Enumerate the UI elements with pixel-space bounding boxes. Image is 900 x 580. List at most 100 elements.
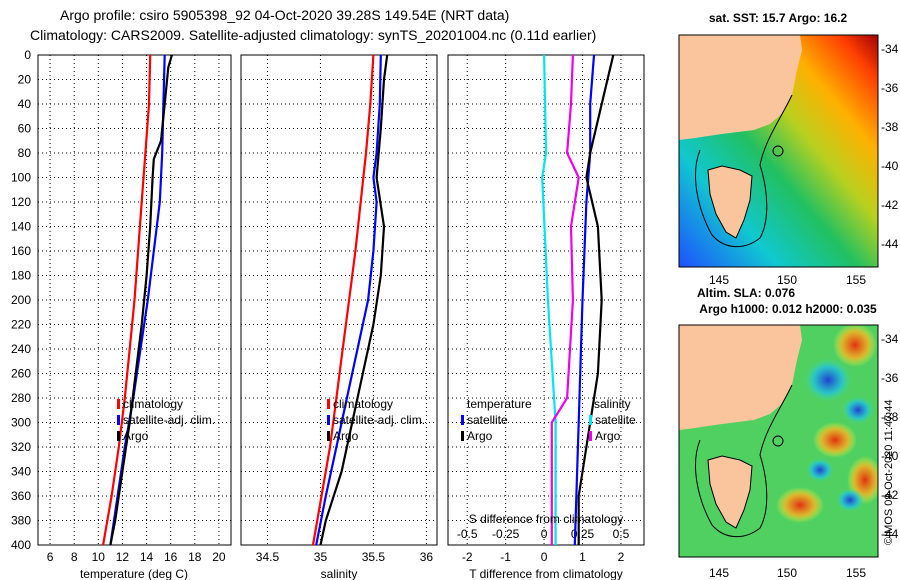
tasmania-landmass [707,455,753,529]
temperature-xlabel: temperature (deg C) [80,567,188,580]
legend-swatch-argo [117,431,120,441]
x-tick-label: 14 [140,550,154,564]
mainland-landmass [679,35,802,140]
x-tick-label: 16 [164,550,178,564]
y-tick-label: 380 [11,514,31,528]
s-diff-tick-label: 0.5 [613,527,630,541]
x-tick-label: -2 [462,550,473,564]
lat-tick: -36 [881,81,899,95]
imos-credit: ©IMOS 09-Oct-2020 11:47:44 [883,400,895,545]
x-tick-label: 36 [420,550,434,564]
sla-low-eddy [806,458,834,482]
s-diff-tick-label: -0.5 [457,527,478,541]
series-line-climatology [311,54,375,546]
series-line-t-satellite [573,54,596,546]
sla-high-eddy [813,422,857,458]
x-tick-label: 18 [188,550,202,564]
legend-label-t-satellite: satellite [467,413,508,427]
y-tick-label: 80 [18,146,32,160]
series-line-satellite-adj-clim- [315,54,382,546]
y-tick-label: 140 [11,220,31,234]
legend-label-t-argo: Argo [467,429,493,443]
mainland-landmass [679,325,802,430]
lon-tick: 145 [709,273,729,287]
y-tick-label: 300 [11,416,31,430]
legend-swatch-t-satellite [461,415,464,425]
lon-tick: 150 [777,566,797,580]
sla-low-eddy [804,358,852,402]
y-tick-label: 280 [11,391,31,405]
sla-map-frame [678,324,879,558]
legend-swatch-t-argo [461,431,464,441]
series-line-t-argo [577,54,615,545]
lat-tick: -40 [881,159,899,173]
lat-tick: -44 [881,237,899,251]
sla-low-eddy [842,396,874,424]
s-diff-tick-label: -0.25 [492,527,520,541]
difference-legend-temperature: temperature satellite Argo [461,397,532,443]
y-tick-label: 340 [11,465,31,479]
series-line-satellite-adj-clim- [109,54,166,546]
legend-swatch-s-satellite [589,415,592,425]
legend-label-s-argo: Argo [595,429,621,443]
legend-label-climatology: climatology [123,397,183,411]
x-tick-label: 1 [579,550,586,564]
y-tick-label: 180 [11,269,31,283]
title-line2: Climatology: CARS2009. Satellite-adjuste… [30,27,596,43]
lat-tick: -38 [881,120,899,134]
s-diff-tick-label: 0 [541,527,548,541]
legend-title-salinity: salinity [594,397,631,411]
y-tick-label: 260 [11,367,31,381]
legend-label-satellite: satellite-adj. clim. [333,413,425,427]
lat-tick: -40 [881,449,899,463]
y-tick-label: 40 [18,97,32,111]
legend-swatch-argo [327,431,330,441]
lat-tick: -42 [881,198,899,212]
legend-swatch-satellite [117,415,120,425]
legend-swatch-climatology [117,399,120,409]
lat-tick: -44 [881,527,899,541]
difference-xlabel: T difference from climatology [469,567,623,580]
x-tick-label: 10 [92,550,106,564]
y-tick-label: 100 [11,171,31,185]
s-diff-tick-label: 0.25 [571,527,595,541]
x-tick-label: 0 [541,550,548,564]
legend-swatch-climatology [327,399,330,409]
lon-tick: 150 [777,273,797,287]
axis-ticks: 6 8 10 12 14 16 18 20 34.5 35 35.5 36 -2 -1 0 1 20204060… [11,48,630,564]
x-tick-label: 35.5 [362,550,386,564]
series-line-s-argo [550,54,580,545]
lat-tick: -34 [881,332,899,346]
y-tick-label: 240 [11,342,31,356]
y-tick-label: 160 [11,244,31,258]
x-tick-label: -1 [500,550,511,564]
lat-tick: -42 [881,488,899,502]
legend-title-temperature: temperature [467,397,532,411]
float-marker [772,435,784,447]
title-line1: Argo profile: csiro 5905398_92 04-Oct-20… [60,7,509,23]
difference-legend-salinity: salinity satellite Argo [589,397,636,443]
lon-tick: 155 [846,273,866,287]
shelf-contour [695,384,793,538]
x-tick-label: 34.5 [256,550,280,564]
legend-label-s-satellite: satellite [595,413,636,427]
series-line-climatology [102,54,152,546]
lat-tick: -36 [881,371,899,385]
sla-map-title-1: Altim. SLA: 0.076 [697,286,795,300]
legend-label-satellite: satellite-adj. clim. [123,413,215,427]
x-tick-label: 35 [314,550,328,564]
sla-high-eddy [833,325,877,367]
y-tick-label: 220 [11,318,31,332]
sst-map: sat. SST: 15.7 Argo: 16.2 145 150 155 -3… [678,11,899,287]
salinity-legend: climatology satellite-adj. clim. Argo [327,397,425,443]
legend-label-climatology: climatology [333,397,393,411]
series-line-s-satellite [541,54,557,545]
legend-swatch-s-argo [589,431,592,441]
y-tick-label: 120 [11,195,31,209]
series-line-argo [109,54,173,546]
float-marker [772,145,784,157]
x-tick-label: 2 [618,550,625,564]
y-tick-label: 60 [18,122,32,136]
x-tick-label: 8 [71,550,78,564]
